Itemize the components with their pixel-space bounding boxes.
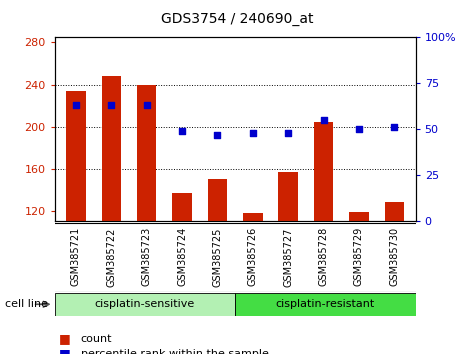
Point <box>178 128 186 134</box>
Point <box>214 132 221 138</box>
Bar <box>55 293 235 316</box>
Text: GSM385725: GSM385725 <box>212 227 222 286</box>
Text: GSM385728: GSM385728 <box>319 227 329 286</box>
Point <box>390 125 398 130</box>
Text: GSM385724: GSM385724 <box>177 227 187 286</box>
Bar <box>243 213 263 221</box>
Bar <box>278 172 298 221</box>
Text: GSM385729: GSM385729 <box>354 227 364 286</box>
Text: GSM385721: GSM385721 <box>71 227 81 286</box>
Text: GSM385726: GSM385726 <box>248 227 258 286</box>
Text: ■: ■ <box>59 332 71 345</box>
Bar <box>208 179 227 221</box>
Point <box>107 102 115 108</box>
Point <box>143 102 151 108</box>
Bar <box>235 293 416 316</box>
Text: GDS3754 / 240690_at: GDS3754 / 240690_at <box>161 12 314 27</box>
Point <box>249 130 256 136</box>
Bar <box>66 91 86 221</box>
Bar <box>349 212 369 221</box>
Text: GSM385730: GSM385730 <box>390 227 399 286</box>
Bar <box>137 85 156 221</box>
Bar <box>172 193 192 221</box>
Text: cell line: cell line <box>5 299 48 309</box>
Point <box>355 126 363 132</box>
Text: cisplatin-sensitive: cisplatin-sensitive <box>95 299 195 309</box>
Text: percentile rank within the sample: percentile rank within the sample <box>81 349 269 354</box>
Text: ■: ■ <box>59 348 71 354</box>
Text: GSM385722: GSM385722 <box>106 227 116 286</box>
Text: GSM385723: GSM385723 <box>142 227 152 286</box>
Bar <box>385 202 404 221</box>
Point <box>285 130 292 136</box>
Text: GSM385727: GSM385727 <box>283 227 293 286</box>
Bar <box>314 122 333 221</box>
Text: cisplatin-resistant: cisplatin-resistant <box>276 299 375 309</box>
Point <box>72 102 80 108</box>
Text: count: count <box>81 334 112 344</box>
Bar <box>102 76 121 221</box>
Point <box>320 117 327 123</box>
